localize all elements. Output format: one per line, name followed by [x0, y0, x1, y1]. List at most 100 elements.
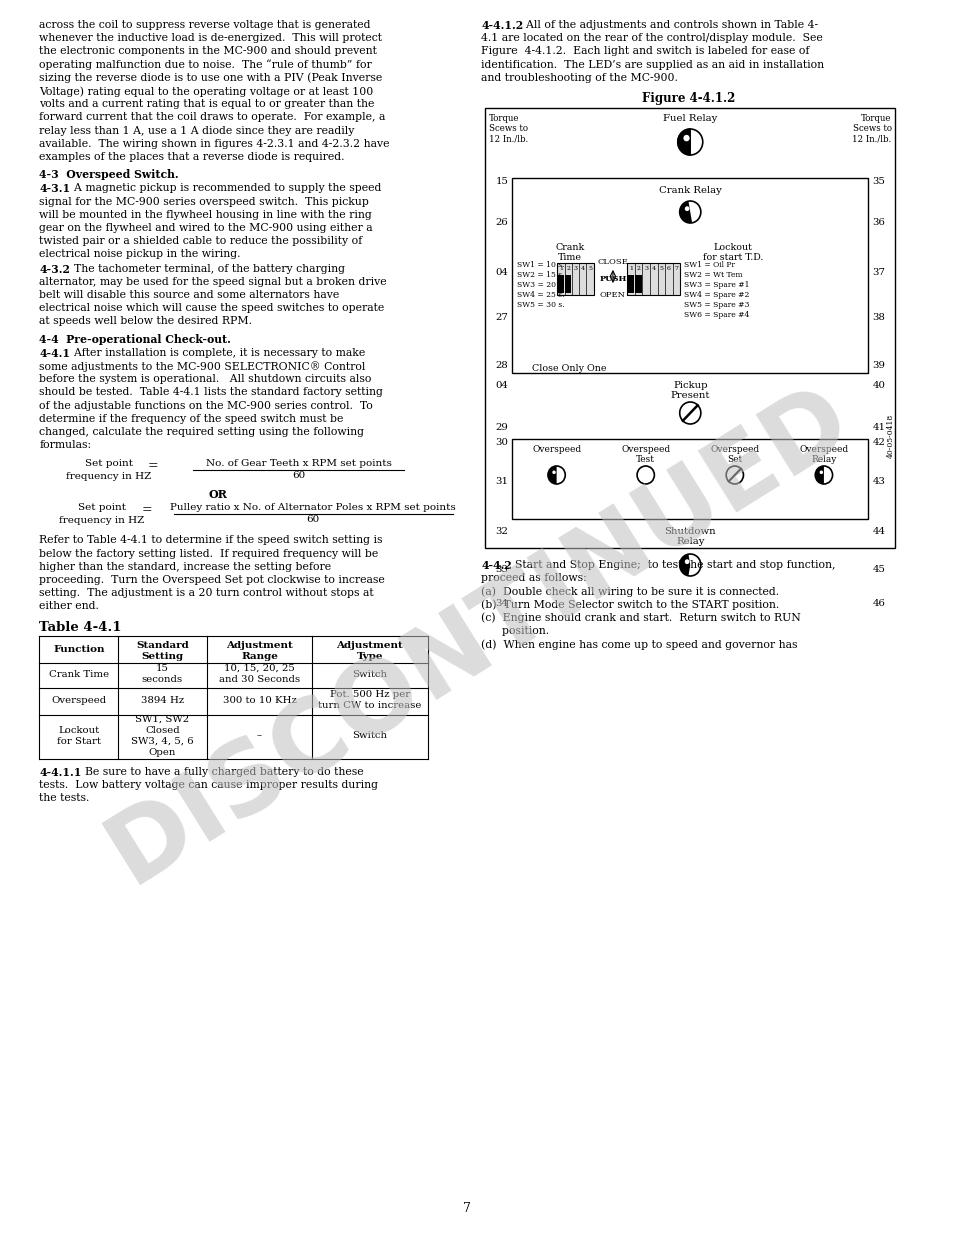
Text: 4-4.2: 4-4.2: [481, 559, 512, 571]
Text: 26: 26: [495, 219, 508, 227]
Text: formulas:: formulas:: [39, 440, 91, 451]
Text: 41: 41: [871, 424, 884, 432]
Text: Standard: Standard: [136, 641, 189, 650]
Text: 4-3.1: 4-3.1: [39, 184, 71, 194]
Text: Switch: Switch: [352, 669, 387, 678]
Text: Lockout: Lockout: [58, 726, 99, 735]
Bar: [627, 263, 679, 295]
Text: Function: Function: [53, 645, 105, 653]
Text: Overspeed
Relay: Overspeed Relay: [799, 445, 847, 464]
Text: 4-3.2: 4-3.2: [39, 263, 71, 274]
Text: Pickup
Present: Pickup Present: [670, 382, 709, 400]
Text: sizing the reverse diode is to use one with a PIV (Peak Inverse: sizing the reverse diode is to use one w…: [39, 73, 382, 84]
Text: at speeds well below the desired RPM.: at speeds well below the desired RPM.: [39, 316, 253, 326]
Text: 4: 4: [580, 266, 584, 270]
Text: and 30 Seconds: and 30 Seconds: [218, 676, 299, 684]
Text: 04: 04: [495, 382, 508, 390]
Text: will be mounted in the flywheel housing in line with the ring: will be mounted in the flywheel housing …: [39, 210, 372, 220]
Text: SW1, SW2: SW1, SW2: [135, 715, 190, 724]
Text: (a)  Double check all wiring to be sure it is connected.: (a) Double check all wiring to be sure i…: [481, 587, 779, 597]
Text: CLOSE: CLOSE: [597, 258, 628, 266]
Text: whenever the inductive load is de-energized.  This will protect: whenever the inductive load is de-energi…: [39, 33, 382, 43]
Text: SW4 = 25 s.: SW4 = 25 s.: [517, 291, 564, 299]
Circle shape: [679, 403, 700, 424]
Text: and troubleshooting of the MC-900.: and troubleshooting of the MC-900.: [481, 73, 678, 83]
Text: 3894 Hz: 3894 Hz: [141, 695, 184, 705]
Text: twisted pair or a shielded cable to reduce the possibility of: twisted pair or a shielded cable to redu…: [39, 236, 362, 246]
Text: SW1 = 10 s.: SW1 = 10 s.: [517, 261, 564, 269]
Text: changed, calculate the required setting using the following: changed, calculate the required setting …: [39, 427, 364, 437]
Text: 39: 39: [871, 361, 884, 370]
Text: Pot. 500 Hz per: Pot. 500 Hz per: [330, 690, 410, 699]
Text: determine if the frequency of the speed switch must be: determine if the frequency of the speed …: [39, 414, 343, 424]
Text: (d)  When engine has come up to speed and governor has: (d) When engine has come up to speed and…: [481, 640, 797, 650]
Text: Crank Time: Crank Time: [49, 669, 109, 678]
Text: –: –: [256, 731, 262, 740]
Text: Switch: Switch: [352, 731, 387, 740]
Text: Lockout
for start T.D.: Lockout for start T.D.: [702, 243, 762, 262]
Text: Table 4-4.1: Table 4-4.1: [39, 621, 122, 634]
Text: The tachometer terminal, of the battery charging: The tachometer terminal, of the battery …: [68, 263, 345, 274]
Text: OPEN: OPEN: [599, 291, 625, 299]
Bar: [512, 178, 867, 373]
Text: 43: 43: [871, 477, 884, 487]
Text: 4-3  Overspeed Switch.: 4-3 Overspeed Switch.: [39, 169, 179, 180]
Bar: [485, 107, 895, 548]
Text: 34: 34: [495, 599, 508, 608]
Text: Overspeed: Overspeed: [532, 445, 580, 454]
Text: 6: 6: [666, 266, 670, 270]
Circle shape: [679, 201, 700, 224]
Bar: [635, 275, 641, 293]
Text: Be sure to have a fully charged battery to do these: Be sure to have a fully charged battery …: [78, 767, 363, 777]
Text: SW3, 4, 5, 6: SW3, 4, 5, 6: [131, 736, 193, 746]
Text: Overspeed
Test: Overspeed Test: [620, 445, 670, 464]
Text: 32: 32: [495, 527, 508, 536]
Text: SW6 = Spare #4: SW6 = Spare #4: [683, 311, 749, 319]
Text: All of the adjustments and controls shown in Table 4-: All of the adjustments and controls show…: [518, 20, 817, 30]
Text: Figure  4-4.1.2.  Each light and switch is labeled for ease of: Figure 4-4.1.2. Each light and switch is…: [481, 47, 809, 57]
Text: SW5 = 30 s.: SW5 = 30 s.: [517, 301, 564, 309]
Text: SW4 = Spare #2: SW4 = Spare #2: [683, 291, 749, 299]
Text: 31: 31: [495, 477, 508, 487]
Text: 4: 4: [651, 266, 655, 270]
Text: Setting: Setting: [141, 652, 183, 661]
Text: 40-05-0418: 40-05-0418: [885, 414, 894, 458]
Text: =: =: [148, 459, 158, 472]
Text: DISCONTINUED: DISCONTINUED: [91, 367, 867, 903]
Text: 37: 37: [871, 268, 884, 277]
Text: 10, 15, 20, 25: 10, 15, 20, 25: [224, 664, 294, 673]
Text: 60: 60: [306, 515, 319, 525]
Text: frequency in HZ: frequency in HZ: [66, 473, 152, 482]
Text: PUSH: PUSH: [598, 275, 626, 283]
Text: (b)  Turn Mode Selector switch to the START position.: (b) Turn Mode Selector switch to the STA…: [481, 600, 779, 610]
Circle shape: [819, 471, 822, 474]
Text: 300 to 10 KHz: 300 to 10 KHz: [222, 695, 296, 705]
Text: Refer to Table 4-4.1 to determine if the speed switch setting is: Refer to Table 4-4.1 to determine if the…: [39, 536, 382, 546]
Text: 15: 15: [155, 664, 169, 673]
Text: Fuel Relay: Fuel Relay: [662, 114, 717, 124]
Text: Voltage) rating equal to the operating voltage or at least 100: Voltage) rating equal to the operating v…: [39, 86, 374, 96]
Bar: [512, 438, 867, 519]
Text: After installation is complete, it is necessary to make: After installation is complete, it is ne…: [68, 348, 365, 358]
Text: Torque
Scews to
12 In./lb.: Torque Scews to 12 In./lb.: [851, 114, 891, 143]
Text: relay less than 1 A, use a 1 A diode since they are readily: relay less than 1 A, use a 1 A diode sin…: [39, 126, 355, 136]
Wedge shape: [679, 201, 691, 224]
Text: 29: 29: [495, 424, 508, 432]
Text: the electronic components in the MC-900 and should prevent: the electronic components in the MC-900 …: [39, 47, 377, 57]
Text: 46: 46: [871, 599, 884, 608]
Text: available.  The wiring shown in figures 4-2.3.1 and 4-2.3.2 have: available. The wiring shown in figures 4…: [39, 138, 390, 148]
Text: Overspeed
Set: Overspeed Set: [710, 445, 759, 464]
Text: 28: 28: [495, 361, 508, 370]
Wedge shape: [677, 128, 690, 156]
Text: 27: 27: [495, 312, 508, 322]
Text: OR: OR: [209, 489, 228, 500]
Text: 40: 40: [871, 382, 884, 390]
Circle shape: [815, 466, 832, 484]
Text: of the adjustable functions on the MC-900 series control.  To: of the adjustable functions on the MC-90…: [39, 400, 373, 410]
Text: frequency in HZ: frequency in HZ: [59, 516, 145, 525]
Text: Adjustment: Adjustment: [336, 641, 403, 650]
Text: Torque
Scews to
12 In./lb.: Torque Scews to 12 In./lb.: [489, 114, 528, 143]
Text: 4-4.1.1: 4-4.1.1: [39, 767, 82, 778]
Text: Close Only One: Close Only One: [532, 364, 606, 373]
Circle shape: [684, 559, 689, 564]
